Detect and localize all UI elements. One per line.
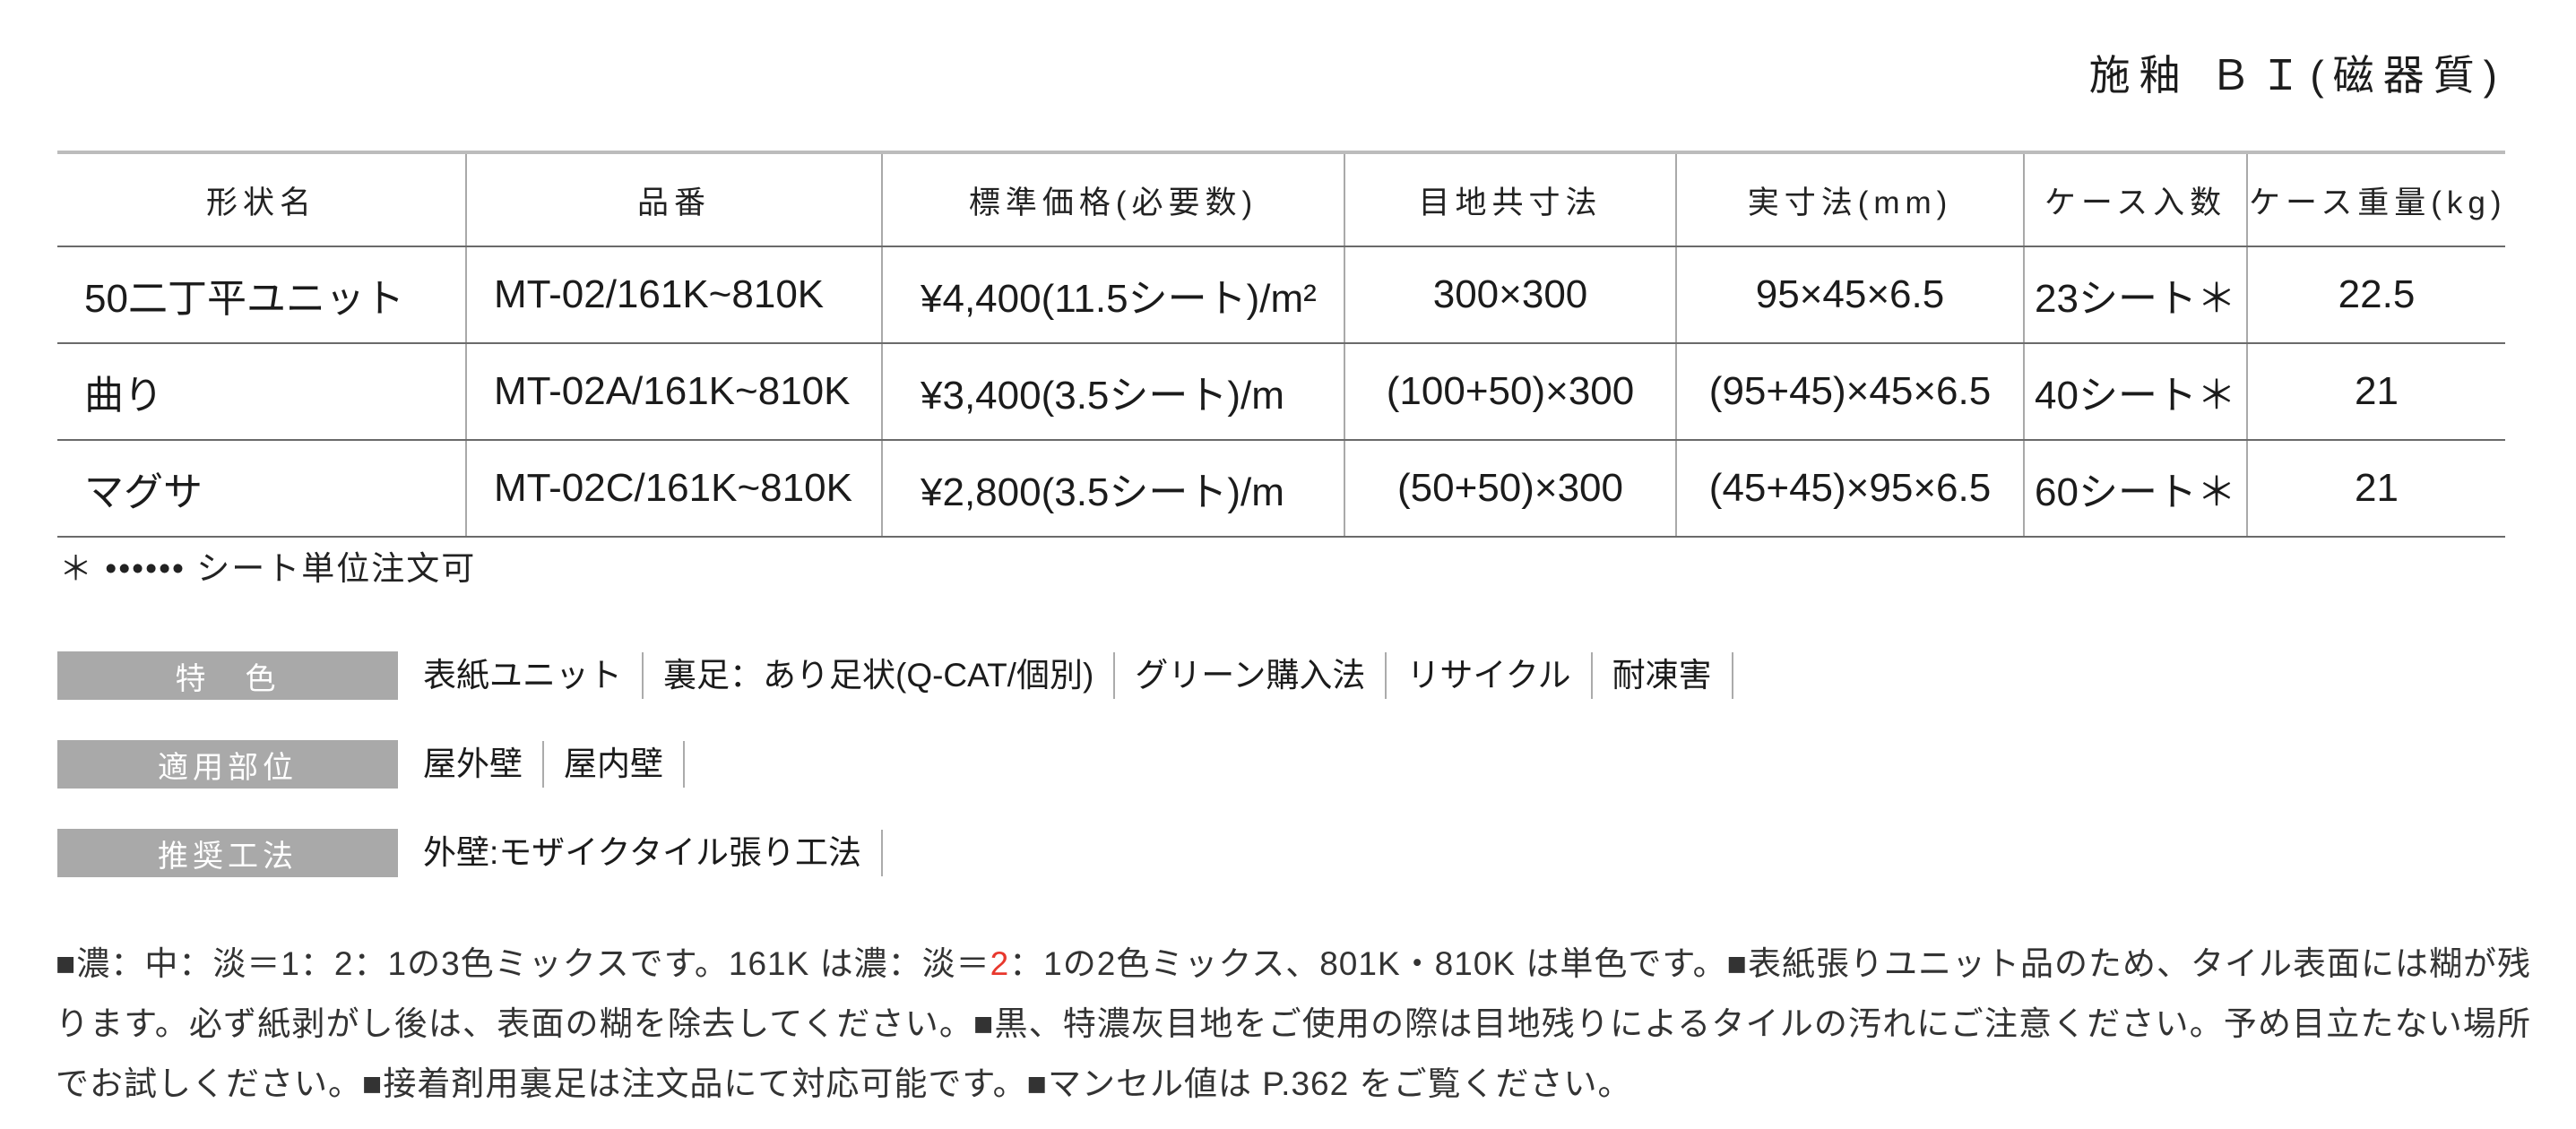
feature-label-badge: 特 色 (57, 651, 398, 700)
feature-item: 裏足：あり足状(Q-CAT/個別) (644, 652, 1116, 699)
case-quantity-cell: 40シート＊ (2024, 343, 2248, 441)
product-number-cell: MT-02A/161K~810K (466, 343, 883, 441)
feature-items: 屋外壁 屋内壁 (423, 741, 685, 788)
feature-items: 外壁:モザイクタイル張り工法 (423, 830, 884, 876)
col-header-shape-name: 形状名 (57, 152, 467, 247)
price-cell: ¥3,400(3.5シート)/m (882, 343, 1345, 441)
table-row: 50二丁平ユニット MT-02/161K~810K ¥4,400(11.5シート… (57, 246, 2505, 344)
product-number-cell: MT-02/161K~810K (466, 246, 883, 344)
feature-item: 表紙ユニット (423, 652, 644, 699)
shape-name-cell: マグサ (57, 440, 467, 538)
feature-item: 耐凍害 (1593, 652, 1733, 699)
spec-table: 形状名 品番 標準価格(必要数) 目地共寸法 実寸法(mm) ケース入数 ケース… (57, 151, 2505, 538)
feature-row-recommended-method: 推奨工法 外壁:モザイクタイル張り工法 (57, 829, 884, 877)
col-header-joint-size: 目地共寸法 (1344, 152, 1677, 247)
table-row: 曲り MT-02A/161K~810K ¥3,400(3.5シート)/m (10… (57, 343, 2505, 441)
feature-item: 外壁:モザイクタイル張り工法 (423, 830, 884, 876)
feature-row-application-areas: 適用部位 屋外壁 屋内壁 (57, 740, 685, 789)
joint-dimension-cell: (100+50)×300 (1344, 343, 1677, 441)
notes-paragraph: ■濃：中：淡＝1：2：1の3色ミックスです。161K は濃：淡＝2：1の2色ミッ… (56, 945, 2531, 1102)
col-header-price: 標準価格(必要数) (882, 152, 1345, 247)
col-header-actual-size: 実寸法(mm) (1676, 152, 2025, 247)
page-title: 施釉 ＢＩ(磁器質) (2088, 52, 2506, 99)
feature-item: 屋外壁 (423, 741, 544, 788)
price-cell: ¥2,800(3.5シート)/m (882, 440, 1345, 538)
shape-name-cell: 曲り (57, 343, 467, 441)
product-number-cell: MT-02C/161K~810K (466, 440, 883, 538)
shape-name-cell: 50二丁平ユニット (57, 246, 467, 344)
col-header-case-quantity: ケース入数 (2024, 152, 2248, 247)
case-weight-cell: 21 (2247, 440, 2505, 538)
feature-label-badge: 推奨工法 (57, 829, 398, 877)
feature-items: 表紙ユニット 裏足：あり足状(Q-CAT/個別) グリーン購入法 リサイクル 耐… (423, 652, 1733, 699)
feature-item: リサイクル (1387, 652, 1593, 699)
actual-dimension-cell: 95×45×6.5 (1676, 246, 2025, 344)
feature-row-characteristics: 特 色 表紙ユニット 裏足：あり足状(Q-CAT/個別) グリーン購入法 リサイ… (57, 651, 1733, 700)
case-quantity-cell: 23シート＊ (2024, 246, 2248, 344)
price-cell: ¥4,400(11.5シート)/m² (882, 246, 1345, 344)
case-weight-cell: 21 (2247, 343, 2505, 441)
feature-label-badge: 適用部位 (57, 740, 398, 789)
actual-dimension-cell: (45+45)×95×6.5 (1676, 440, 2025, 538)
sheet-order-footnote: ＊ •••••• シート単位注文可 (59, 550, 477, 587)
joint-dimension-cell: 300×300 (1344, 246, 1677, 344)
joint-dimension-cell: (50+50)×300 (1344, 440, 1677, 538)
table-row: マグサ MT-02C/161K~810K ¥2,800(3.5シート)/m (5… (57, 440, 2505, 538)
actual-dimension-cell: (95+45)×45×6.5 (1676, 343, 2025, 441)
col-header-product-number: 品番 (466, 152, 883, 247)
col-header-case-weight: ケース重量(kg) (2247, 152, 2505, 247)
case-weight-cell: 22.5 (2247, 246, 2505, 344)
feature-item: グリーン購入法 (1115, 652, 1387, 699)
table-header-row: 形状名 品番 標準価格(必要数) 目地共寸法 実寸法(mm) ケース入数 ケース… (57, 152, 2505, 247)
feature-item: 屋内壁 (544, 741, 685, 788)
case-quantity-cell: 60シート＊ (2024, 440, 2248, 538)
